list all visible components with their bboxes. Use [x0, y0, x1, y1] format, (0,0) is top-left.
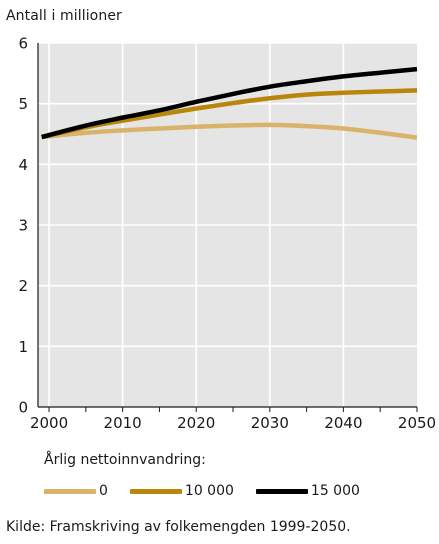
x-tick-label: 2040 [324, 414, 362, 432]
y-tick-label: 1 [18, 338, 28, 356]
y-tick-label: 5 [18, 95, 28, 113]
legend-item: 15 000 [255, 483, 360, 499]
legend-title: Årlig nettoinnvandring: [44, 452, 206, 468]
x-tick-label: 2030 [251, 414, 289, 432]
series-line [41, 66, 418, 140]
legend-label: 10 000 [184, 483, 234, 499]
y-tick-label: 6 [18, 35, 28, 53]
legend-swatch [255, 488, 308, 494]
legend-swatch [129, 488, 182, 494]
legend-swatch [44, 488, 96, 494]
y-tick-label: 2 [18, 277, 28, 295]
y-tick-label: 3 [18, 217, 28, 235]
x-tick-label: 2010 [104, 414, 142, 432]
legend-item: 10 000 [129, 483, 234, 499]
legend-label: 0 [99, 483, 108, 499]
legend-item: 0 [44, 483, 108, 499]
series-line [41, 88, 418, 140]
y-tick-label: 0 [18, 399, 28, 417]
legend-label: 15 000 [310, 483, 360, 499]
series-line [41, 122, 418, 140]
legend: 0 10 000 15 000 [44, 481, 382, 501]
y-axis-label: Antall i millioner [6, 8, 122, 24]
x-tick-label: 2050 [398, 414, 436, 432]
x-tick-label: 2020 [177, 414, 215, 432]
y-tick-label: 4 [18, 156, 28, 174]
x-tick-label: 2000 [30, 414, 68, 432]
source-note: Kilde: Framskriving av folkemengden 1999… [6, 519, 351, 535]
